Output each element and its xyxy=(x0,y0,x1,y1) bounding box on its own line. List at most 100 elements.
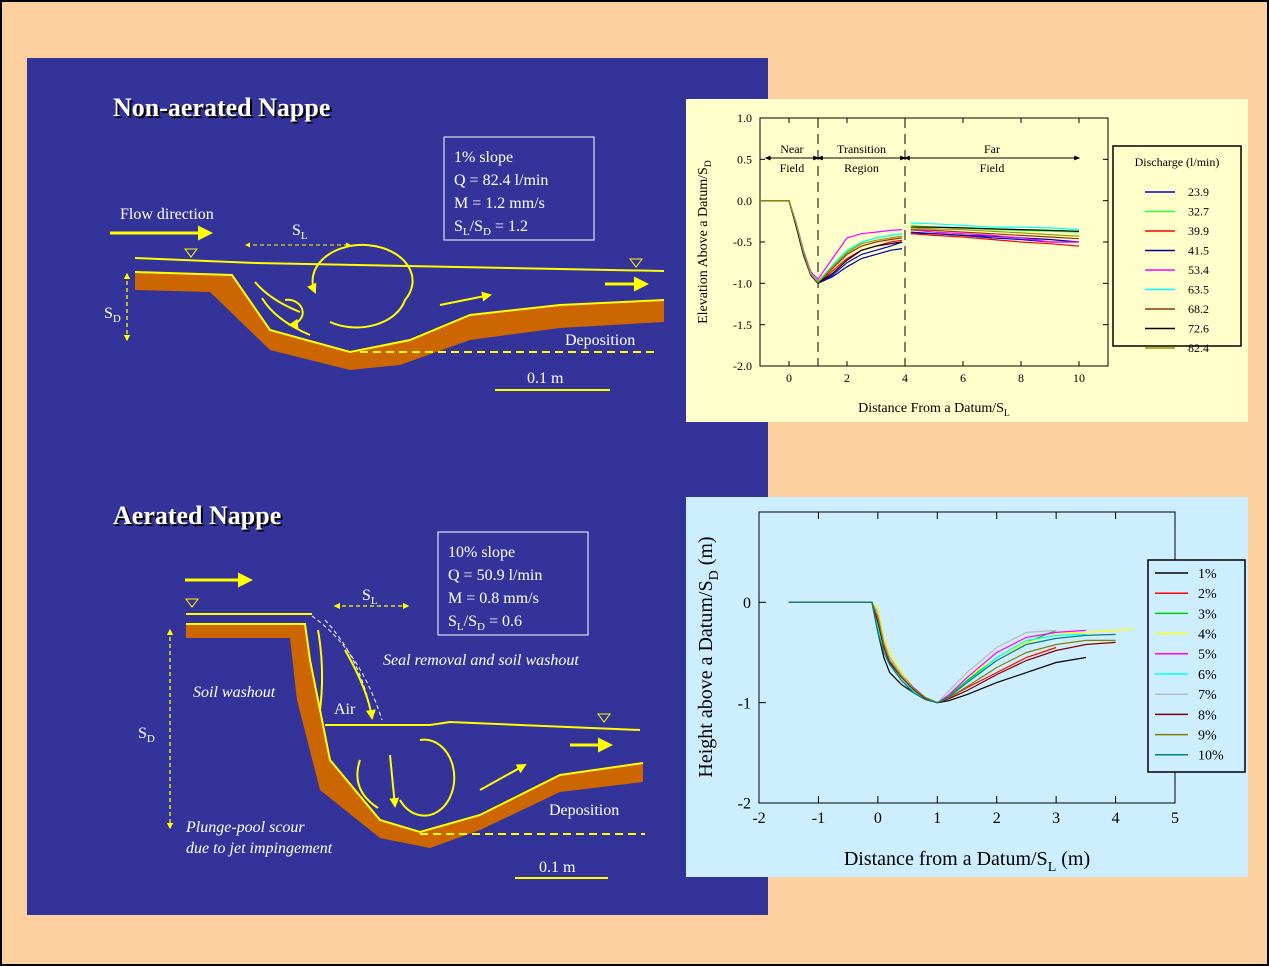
note: due to jet impingement xyxy=(186,840,333,857)
text-part: Distance from a Datum/S xyxy=(844,848,1048,870)
subscript: L xyxy=(1048,860,1057,875)
x-tick-label: 1 xyxy=(933,810,941,827)
legend-label: 72.6 xyxy=(1188,322,1209,336)
y-tick-label: -1.0 xyxy=(733,277,752,291)
y-tick-label: -0.5 xyxy=(733,235,752,249)
text-part: = 0.6 xyxy=(485,613,522,630)
subscript: D xyxy=(477,621,485,633)
subscript: D xyxy=(703,160,714,167)
page: Non-aerated Nappe 1% slope Q = 82.4 l/mi… xyxy=(0,0,1269,966)
legend-label: 9% xyxy=(1198,729,1217,744)
subscript: L xyxy=(371,595,378,607)
diagram-title: Aerated Nappe xyxy=(113,501,281,530)
legend-label: 5% xyxy=(1198,648,1217,663)
x-tick-label: 4 xyxy=(902,371,908,385)
legend-label: 23.9 xyxy=(1188,185,1209,199)
legend-label: 6% xyxy=(1198,668,1217,683)
info-line: Q = 82.4 l/min xyxy=(454,172,548,189)
y-tick-label: -1 xyxy=(738,695,751,712)
legend-label: 63.5 xyxy=(1188,283,1209,297)
legend-label: 32.7 xyxy=(1188,205,1209,219)
legend-label: 39.9 xyxy=(1188,224,1209,238)
legend-label: 53.4 xyxy=(1188,263,1209,277)
x-tick-label: 10 xyxy=(1073,371,1085,385)
info-line: Q = 50.9 l/min xyxy=(448,567,542,584)
text-part: = 1.2 xyxy=(491,218,528,235)
note: Air xyxy=(334,701,356,718)
subscript: D xyxy=(147,733,155,745)
x-tick-label: 5 xyxy=(1171,810,1179,827)
legend-label: 4% xyxy=(1198,628,1217,643)
scale-label: 0.1 m xyxy=(527,370,564,387)
region-label: Field xyxy=(980,161,1005,175)
y-tick-label: 0.0 xyxy=(737,194,752,208)
deposition-label: Deposition xyxy=(565,332,635,349)
y-tick-label: 1.0 xyxy=(737,111,752,125)
x-tick-label: -1 xyxy=(812,810,825,827)
note: Soil washout xyxy=(193,684,276,701)
diagram-title: Non-aerated Nappe xyxy=(113,93,330,122)
x-tick-label: 2 xyxy=(993,810,1001,827)
scale-label: 0.1 m xyxy=(539,859,576,876)
x-tick-label: 0 xyxy=(786,371,792,385)
line-chart: -2.0 -1.5 -1.0 -0.5 0.0 0.5 1.0 0 2 4 6 8 10 Near Fiel… xyxy=(686,99,1248,422)
diagram-panel xyxy=(27,58,768,915)
subscript: D xyxy=(707,570,722,580)
y-tick-label: 0 xyxy=(743,595,751,612)
region-label: Far xyxy=(984,142,1000,156)
x-tick-label: 4 xyxy=(1112,810,1120,827)
info-line: 10% slope xyxy=(448,544,515,561)
slide: Non-aerated Nappe 1% slope Q = 82.4 l/mi… xyxy=(0,0,1269,966)
x-tick-label: 3 xyxy=(1052,810,1060,827)
x-tick-label: 2 xyxy=(844,371,850,385)
text-part: (m) xyxy=(695,536,717,570)
text-part: (m) xyxy=(1056,848,1090,870)
text-part: S xyxy=(454,218,463,235)
region-label: Near xyxy=(780,142,803,156)
legend-label: 7% xyxy=(1198,688,1217,703)
text-part: Distance From a Datum/S xyxy=(858,401,1004,416)
note: Plunge-pool scour xyxy=(185,819,305,836)
info-line: 1% slope xyxy=(454,149,513,166)
region-label: Transition xyxy=(837,142,886,156)
text-part: S xyxy=(362,587,371,604)
text-part: Height above a Datum/S xyxy=(695,580,717,777)
x-tick-label: 0 xyxy=(874,810,882,827)
legend-label: 68.2 xyxy=(1188,302,1209,316)
legend-label: 10% xyxy=(1198,749,1224,764)
text-part: S xyxy=(138,725,147,742)
y-tick-label: -2.0 xyxy=(733,359,752,373)
subscript: L xyxy=(1004,408,1010,419)
subscript: D xyxy=(483,226,491,238)
subscript: L xyxy=(301,230,308,242)
flow-label: Flow direction xyxy=(120,206,214,223)
note: Seal removal and soil washout xyxy=(383,652,579,669)
text-part: /S xyxy=(470,218,483,235)
info-line: M = 1.2 mm/s xyxy=(454,195,545,212)
x-tick-label: 8 xyxy=(1018,371,1024,385)
info-line: M = 0.8 mm/s xyxy=(448,590,539,607)
legend-label: 41.5 xyxy=(1188,244,1209,258)
region-label: Field xyxy=(780,161,805,175)
legend-label: 8% xyxy=(1198,708,1217,723)
y-tick-label: 0.5 xyxy=(737,153,752,167)
legend-title: Discharge (l/min) xyxy=(1135,155,1220,169)
legend-label: 82.4 xyxy=(1188,341,1209,355)
legend-label: 2% xyxy=(1198,587,1217,602)
text-part: Elevation Above a Datum/S xyxy=(696,167,711,324)
deposition-label: Deposition xyxy=(549,802,619,819)
legend-label: 3% xyxy=(1198,607,1217,622)
legend-label: 1% xyxy=(1198,567,1217,582)
x-tick-label: 6 xyxy=(960,371,966,385)
text-part: /S xyxy=(464,613,477,630)
legend-box xyxy=(1113,146,1241,346)
text-part: S xyxy=(104,305,113,322)
text-part: S xyxy=(292,222,301,239)
subscript: D xyxy=(113,313,121,325)
region-label: Region xyxy=(844,161,879,175)
text-part: S xyxy=(448,613,457,630)
y-tick-label: -2 xyxy=(738,796,751,813)
line-chart: -2 -1 0 -2 -1 0 1 2 3 4 5 1% 2% 3% 4% 5% 6% 7% 8% 9% 10% Dist… xyxy=(686,497,1248,877)
y-tick-label: -1.5 xyxy=(733,318,752,332)
x-tick-label: -2 xyxy=(752,810,765,827)
